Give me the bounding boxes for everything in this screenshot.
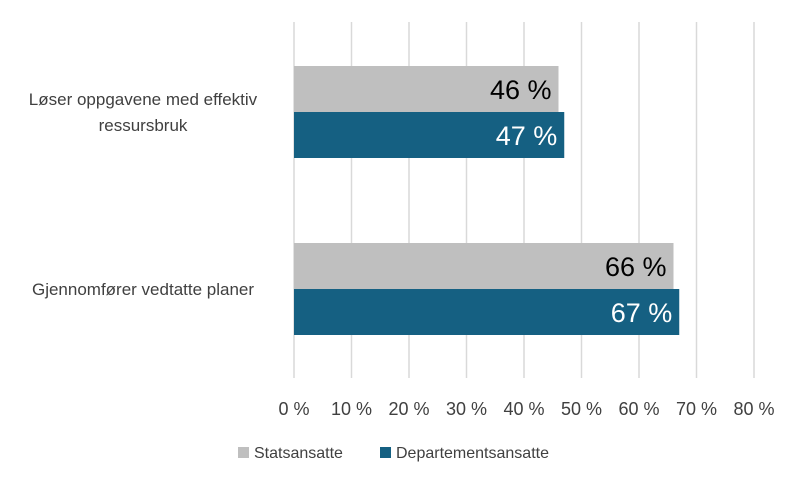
x-tick-label: 80 % — [733, 399, 774, 419]
legend-swatch — [380, 447, 391, 458]
x-tick-label: 40 % — [503, 399, 544, 419]
x-tick-label: 10 % — [331, 399, 372, 419]
data-label: 67 % — [611, 298, 673, 328]
legend-label: Departementsansatte — [396, 445, 549, 462]
bar-statsansatte — [294, 66, 559, 112]
x-tick-label: 60 % — [618, 399, 659, 419]
bar-departementsansatte — [294, 289, 680, 335]
x-tick-label: 0 % — [278, 399, 309, 419]
data-label: 66 % — [605, 252, 667, 282]
legend: Statsansatte Departementsansatte — [238, 445, 549, 462]
legend-label: Statsansatte — [254, 445, 343, 462]
data-labels: 46 % 47 % 66 % 67 % — [490, 75, 672, 328]
x-axis-tick-labels: 0 % 10 % 20 % 30 % 40 % 50 % 60 % 70 % 80 % — [278, 399, 774, 419]
category-labels: Løser oppgavene med effektiv ressursbruk G… — [29, 90, 258, 299]
bar-departementsansatte — [294, 112, 565, 158]
category-label: Gjennomfører vedtatte planer — [32, 280, 254, 299]
x-tick-label: 20 % — [388, 399, 429, 419]
bars — [294, 66, 680, 335]
data-label: 47 % — [496, 121, 558, 151]
category-label-line: Løser oppgavene med effektiv — [29, 90, 258, 109]
legend-swatch — [238, 447, 249, 458]
x-tick-label: 30 % — [446, 399, 487, 419]
data-label: 46 % — [490, 75, 552, 105]
bar-statsansatte — [294, 243, 674, 289]
category-label-line: ressursbruk — [99, 116, 188, 135]
x-tick-label: 50 % — [561, 399, 602, 419]
x-tick-label: 70 % — [676, 399, 717, 419]
category-label-line: Gjennomfører vedtatte planer — [32, 280, 254, 299]
category-label: Løser oppgavene med effektiv ressursbruk — [29, 90, 258, 135]
